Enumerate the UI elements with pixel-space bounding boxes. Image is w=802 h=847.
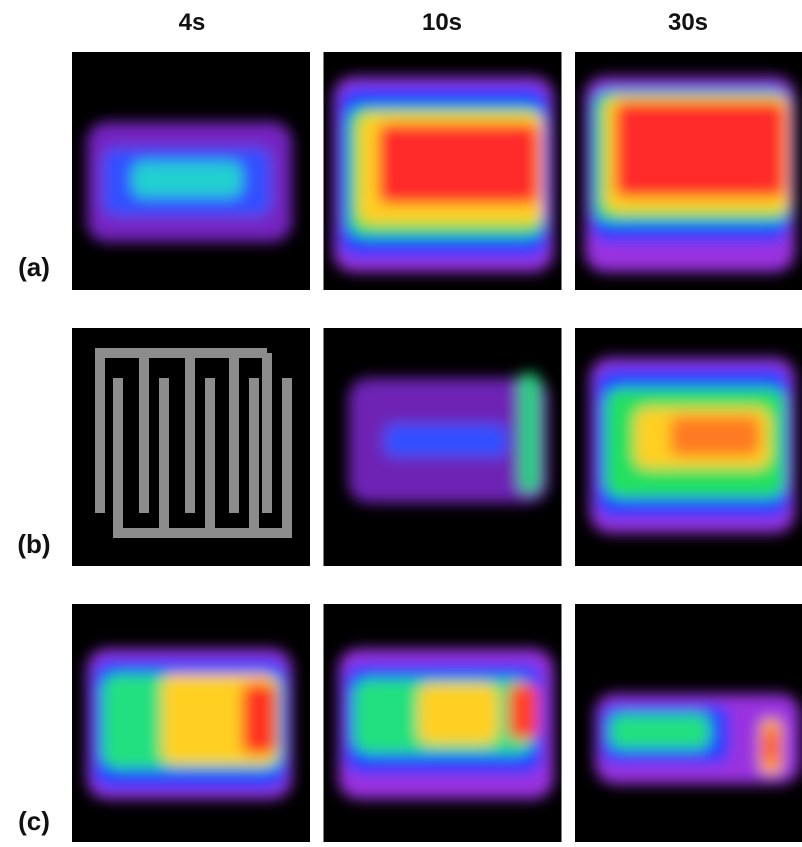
heatmap-panel [323,604,562,842]
heatmap-panel [575,52,802,290]
row-label: (a) [18,252,50,282]
heatmap-panel [72,52,310,290]
heatmap-panel [575,328,802,566]
column-label: 30s [668,9,708,36]
column-label: 4s [179,9,206,36]
heatmap-panel [575,604,802,842]
heatmap-panel [323,52,562,290]
column-label: 10s [422,9,462,36]
electrode-panel [72,328,310,566]
heatmap-panel [323,328,562,566]
row-label: (c) [18,806,50,836]
row-label: (b) [17,529,50,559]
heatmap-panel [72,604,310,842]
electrode-pattern [95,348,292,538]
